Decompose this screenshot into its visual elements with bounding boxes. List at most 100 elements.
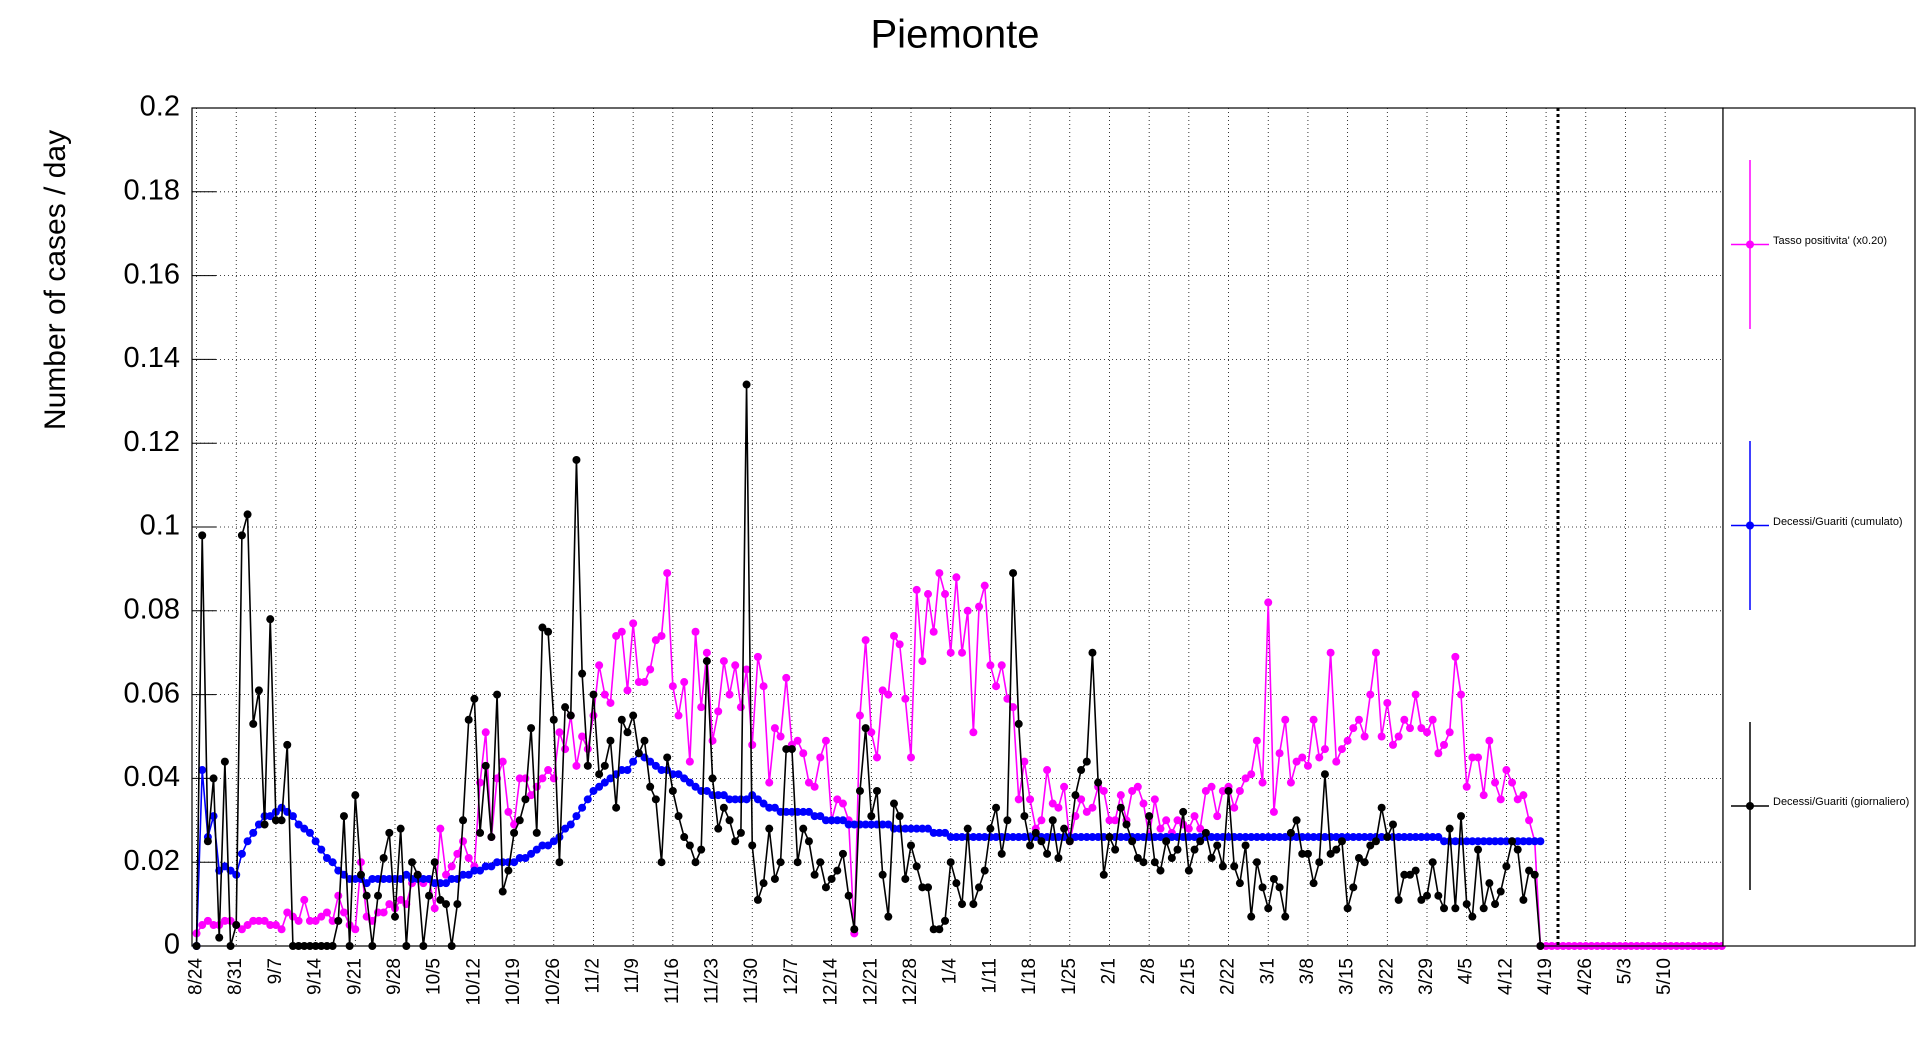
data-point: [958, 900, 967, 909]
data-point: [459, 870, 468, 879]
data-point: [266, 921, 275, 930]
data-point: [623, 686, 632, 695]
data-point: [1428, 715, 1437, 724]
data-point: [1326, 849, 1335, 858]
data-point: [1502, 766, 1511, 775]
data-point: [1009, 833, 1018, 842]
data-point: [493, 858, 502, 867]
data-point: [663, 569, 672, 578]
data-point: [1530, 837, 1539, 846]
x-tick-label: 3/29: [1416, 958, 1437, 995]
data-point: [804, 837, 813, 846]
data-point: [878, 686, 887, 695]
data-point: [198, 921, 207, 930]
data-point: [198, 531, 207, 540]
data-point: [351, 925, 360, 934]
data-point: [464, 715, 473, 724]
data-point: [351, 791, 360, 800]
data-point: [442, 900, 451, 909]
x-tick-label: 4/12: [1495, 958, 1516, 995]
data-point: [918, 657, 927, 666]
y-tick-label: 0.1: [140, 510, 180, 542]
data-point: [838, 816, 847, 825]
data-point: [334, 891, 343, 900]
x-tick-label: 8/24: [186, 958, 207, 995]
data-point: [1405, 724, 1414, 733]
data-point: [447, 874, 456, 883]
data-point: [1423, 891, 1432, 900]
data-point: [606, 736, 615, 745]
data-point: [838, 799, 847, 808]
data-point: [941, 916, 950, 925]
data-point: [328, 858, 337, 867]
data-point: [532, 828, 541, 837]
data-point: [742, 665, 751, 674]
data-point: [1082, 807, 1091, 816]
data-point: [1303, 849, 1312, 858]
data-point: [1133, 782, 1142, 791]
data-point: [731, 837, 740, 846]
data-point: [487, 862, 496, 871]
data-point: [510, 828, 519, 837]
data-point: [1332, 757, 1341, 766]
data-point: [617, 715, 626, 724]
data-point: [532, 845, 541, 854]
data-point: [1026, 841, 1035, 850]
data-point: [300, 824, 309, 833]
data-point: [872, 786, 881, 795]
data-point: [975, 833, 984, 842]
data-point: [385, 828, 394, 837]
data-point: [220, 916, 229, 925]
data-point: [1275, 749, 1284, 758]
data-point: [770, 874, 779, 883]
data-point: [1388, 833, 1397, 842]
legend-label-box: Tasso positivita' (x0.20): [1773, 235, 1887, 247]
data-point: [498, 757, 507, 766]
data-point: [663, 753, 672, 762]
data-point: [1502, 837, 1511, 846]
data-point: [924, 824, 933, 833]
x-tick-label: 10/5: [424, 958, 445, 995]
x-tick-label: 4/5: [1456, 958, 1477, 984]
data-point: [1128, 837, 1137, 846]
data-point: [595, 782, 604, 791]
data-point: [385, 900, 394, 909]
data-point: [782, 673, 791, 682]
data-point: [1440, 904, 1449, 913]
data-point: [657, 766, 666, 775]
x-tick-label: 1/4: [940, 958, 961, 985]
data-point: [867, 812, 876, 821]
data-point: [1065, 837, 1074, 846]
data-point: [566, 820, 575, 829]
data-point: [1474, 845, 1483, 854]
data-point: [1162, 816, 1171, 825]
data-point: [600, 761, 609, 770]
data-point: [651, 761, 660, 770]
data-point: [1536, 837, 1545, 846]
data-point: [294, 916, 303, 925]
data-point: [527, 791, 536, 800]
data-point: [311, 837, 320, 846]
data-point: [651, 636, 660, 645]
legend-label: Decessi/Guariti (giornaliero): [1773, 796, 1910, 808]
data-point: [759, 799, 768, 808]
data-point: [203, 837, 212, 846]
data-point: [986, 824, 995, 833]
data-point: [362, 891, 371, 900]
data-point: [680, 678, 689, 687]
data-point: [1252, 736, 1261, 745]
data-point: [1264, 904, 1273, 913]
data-point: [1258, 778, 1267, 787]
data-point: [1354, 833, 1363, 842]
data-point: [646, 757, 655, 766]
data-point: [1320, 833, 1329, 842]
data-point: [198, 766, 207, 775]
data-point: [572, 455, 581, 464]
data-point: [1167, 854, 1176, 863]
data-point: [872, 753, 881, 762]
data-point: [1440, 837, 1449, 846]
data-point: [963, 824, 972, 833]
data-point: [538, 623, 547, 632]
data-point: [1479, 904, 1488, 913]
data-point: [1491, 837, 1500, 846]
